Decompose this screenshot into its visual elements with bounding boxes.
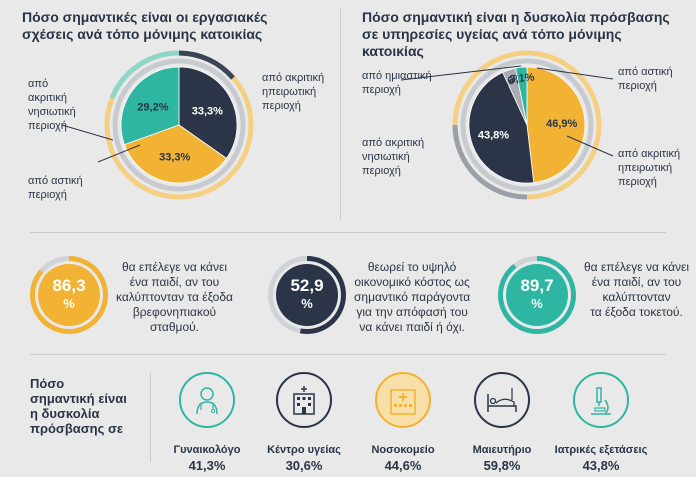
hospital-icon [375, 372, 431, 428]
ring-outer-navy [178, 50, 235, 80]
stat-description-line: οικονομικό κόστος ως [354, 275, 470, 289]
divider-vertical-2 [150, 372, 151, 462]
stat-description-line: να κάνει παιδί ή όχι. [359, 320, 465, 334]
stat-value: 89,7 [520, 276, 554, 295]
pie-slice-label: 29,2% [137, 102, 168, 114]
stat-unit: % [63, 296, 75, 311]
ring-inner-grey [112, 58, 246, 192]
chart1-title: Πόσο σημαντικές είναι οι εργασιακές σχέσ… [22, 9, 268, 42]
pie-slice [468, 71, 535, 184]
pie-slice-label: 46,9% [546, 118, 577, 130]
pie-chart-work-relations: 33,3% 33,3% 29,2% [61, 50, 254, 200]
stat-description-line: βρεφονηπιακού [132, 305, 217, 319]
pie1-slices: 33,3% 33,3% 29,2% [120, 66, 238, 184]
stat-description: θα επέλεγε να κάνει ένα παιδί, αν του καλύ… [584, 260, 689, 320]
label-mainland-remote-2: από ακριτική ηπειρωτική περιοχή [618, 148, 681, 188]
access-item-name: Νοσοκομείο [371, 444, 435, 456]
stat-description-line: θα επέλεγε να κάνει [121, 260, 227, 274]
pie-slice-label: 33,3% [159, 152, 190, 164]
divider-horizontal [30, 232, 666, 233]
chart2-title: Πόσο σημαντική είναι η δυσκολία πρόσβαση… [362, 9, 670, 59]
label-island-remote-2: από ακριτική νησιωτική περιοχή [362, 137, 425, 177]
pie-slice-label: 33,3% [192, 105, 223, 117]
stat-unit: % [531, 296, 543, 311]
leader-line [61, 124, 114, 141]
access-item-name: Ιατρικές εξετάσεις [554, 444, 648, 456]
leader-line [566, 135, 614, 157]
pie-slice [123, 124, 227, 184]
pie-slice [526, 66, 586, 184]
stat-value: 52,9 [290, 276, 324, 295]
stat-description-line: σταθμού. [149, 320, 200, 334]
divider-horizontal [30, 354, 666, 355]
stat-description-line: θα επέλεγε να κάνει [584, 260, 690, 274]
stat-circle: 86,3% [38, 264, 100, 326]
doctor-icon [179, 372, 235, 428]
stat-description: θα επέλεγε να κάνει ένα παιδί, αν του καλύ… [116, 260, 233, 335]
access-item-value: 41,3% [188, 458, 226, 473]
label-urban-2: από αστική περιοχή [618, 66, 673, 92]
stat-description-line: ένα παιδί, αν του [591, 275, 682, 289]
pie-slice-label: 43,8% [478, 129, 509, 141]
access-title: Πόσο σημαντική είναι η δυσκολία πρόσβαση… [30, 376, 127, 436]
access-item-name: Μαιευτήριο [472, 444, 532, 456]
label-urban: από αστική περιοχή [28, 175, 83, 201]
access-item-value: 43,8% [582, 458, 620, 473]
label-island-remote: από ακριτική νησιωτική περιοχή [28, 78, 76, 132]
stat-description-line: καλύπτονταν τα έξοδα [116, 290, 233, 304]
access-item-value: 59,8% [483, 458, 521, 473]
pie-slice-label: 3,1% [509, 71, 535, 85]
access-item-value: 44,6% [384, 458, 422, 473]
maternity-bed-icon [474, 372, 530, 428]
microscope-icon [573, 372, 629, 428]
stat-description-line: για την απόφασή του [356, 305, 468, 319]
leader-line [536, 67, 614, 80]
pie-slice [178, 66, 238, 159]
health-center-icon [276, 372, 332, 428]
pie-slice [120, 66, 180, 146]
stat-description-line: σημαντικό παράγοντα [354, 290, 471, 304]
stat-circle: 89,7% [506, 264, 568, 326]
access-item-name: Κέντρο υγείας [267, 444, 341, 456]
leader-line [97, 144, 141, 163]
ring-outer-teal [109, 50, 180, 99]
stat-value: 86,3 [52, 276, 86, 295]
pie-chart-health-access: 46,9%43,8%3,6%3,1% [400, 50, 614, 200]
pie2-slices: 46,9%43,8%3,6%3,1% [468, 66, 586, 184]
pie-slice [515, 66, 528, 126]
label-mainland-remote: από ακριτική ηπειρωτική περιοχή [262, 72, 325, 112]
stat-description-line: ένα παιδί, αν του [129, 275, 220, 289]
ring-inner-grey [460, 58, 594, 192]
ring-outer-grey [452, 124, 528, 200]
stat-circle: 52,9% [276, 264, 338, 326]
access-item-name: Γυναικολόγο [173, 444, 241, 456]
label-semi-urban: από ημιαστική περιοχή [362, 70, 432, 96]
stat-unit: % [301, 296, 313, 311]
stat-description-line: θεωρεί το υψηλό [367, 260, 457, 274]
stat-description-line: τα έξοδα τοκετού. [590, 305, 683, 319]
stat-description: θεωρεί το υψηλό οικονομικό κόστος ως σημαν… [354, 260, 470, 335]
leader-line [400, 65, 522, 81]
divider-vertical [340, 8, 341, 220]
stat-description-line: καλύπτονταν [602, 290, 671, 304]
access-item-value: 30,6% [285, 458, 323, 473]
